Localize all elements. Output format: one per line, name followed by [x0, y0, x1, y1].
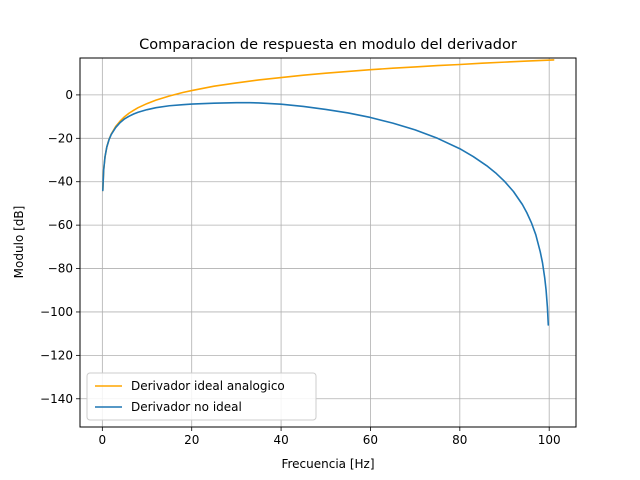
plot-frame: [79, 57, 577, 428]
y-tick-label: −20: [48, 131, 73, 145]
chart-title: Comparacion de respuesta en modulo del d…: [139, 37, 517, 53]
legend-box: [86, 372, 317, 421]
y-tick-label: −100: [40, 305, 73, 319]
x-tick-label: 100: [538, 433, 561, 447]
x-tick-label: 60: [363, 433, 378, 447]
y-tick-label: −60: [48, 218, 73, 232]
legend-label-no-ideal: Derivador no ideal: [131, 400, 242, 414]
series-line-no-ideal: [101, 101, 550, 326]
grid: [80, 58, 576, 427]
legend-label-ideal: Derivador ideal analogico: [131, 379, 285, 393]
y-tick-label: −40: [48, 175, 73, 189]
y-tick-label: −120: [40, 348, 73, 362]
x-tick-label: 80: [452, 433, 467, 447]
x-ticks: 0 20 40 60 80 100: [99, 427, 561, 447]
x-tick-label: 20: [184, 433, 199, 447]
x-tick-label: 40: [273, 433, 288, 447]
y-tick-label: 0: [65, 88, 73, 102]
x-axis-label: Frecuencia [Hz]: [281, 457, 374, 471]
y-ticks: 0 −20 −40 −60 −80 −100 −120 −140: [40, 88, 80, 406]
legend: Derivador ideal analogico Derivador no i…: [86, 372, 317, 421]
y-tick-label: −80: [48, 262, 73, 276]
series-layer: [101, 59, 555, 326]
x-tick-label: 0: [99, 433, 107, 447]
y-tick-label: −140: [40, 392, 73, 406]
y-axis-label: Modulo [dB]: [12, 206, 26, 279]
